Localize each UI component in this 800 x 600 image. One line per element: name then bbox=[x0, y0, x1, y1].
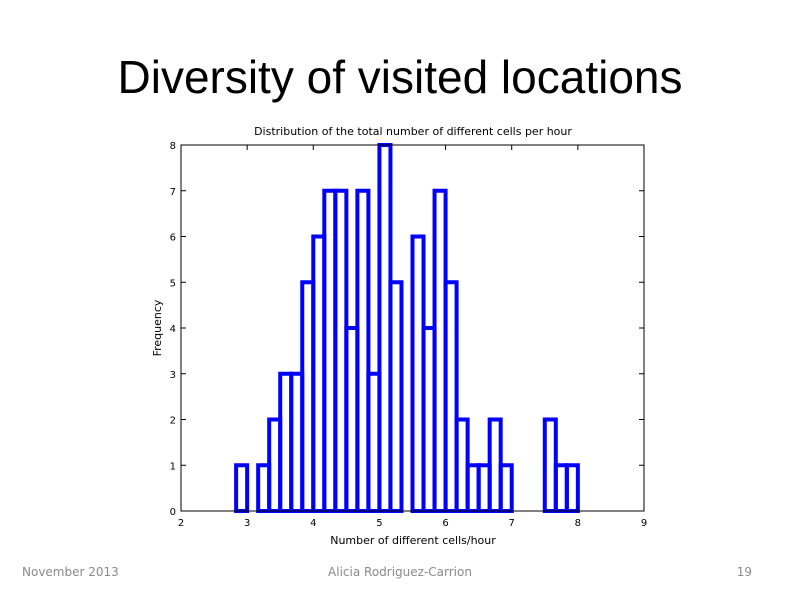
y-tick-label: 8 bbox=[170, 141, 176, 152]
x-tick-label: 6 bbox=[442, 518, 448, 529]
y-tick-label: 3 bbox=[170, 370, 176, 381]
x-tick-label: 4 bbox=[310, 518, 316, 529]
x-axis-label: Number of different cells/hour bbox=[330, 534, 496, 547]
y-tick-label: 0 bbox=[170, 507, 176, 518]
x-tick-label: 7 bbox=[509, 518, 515, 529]
y-tick-label: 5 bbox=[170, 278, 176, 289]
axis-ticks: 2 3 4 5 6 7 8 9 0 1 2 3 4 5 6 7 8 bbox=[170, 141, 648, 529]
histogram-bars bbox=[234, 143, 580, 513]
x-tick-label: 9 bbox=[641, 518, 647, 529]
y-tick-label: 1 bbox=[170, 461, 176, 472]
y-tick-label: 2 bbox=[170, 416, 176, 427]
x-tick-label: 8 bbox=[575, 518, 581, 529]
histogram-bar bbox=[234, 463, 250, 513]
y-tick-label: 7 bbox=[170, 187, 176, 198]
y-axis-label: Frequency bbox=[151, 299, 164, 356]
slide-title: Diversity of visited locations bbox=[117, 51, 683, 103]
chart-title: Distribution of the total number of diff… bbox=[254, 125, 572, 138]
x-tick-label: 3 bbox=[244, 518, 250, 529]
page-number: 19 bbox=[736, 565, 752, 579]
x-tick-label: 5 bbox=[376, 518, 382, 529]
footer-author: Alicia Rodriguez-Carrion bbox=[328, 565, 472, 579]
histogram-bar bbox=[388, 280, 404, 513]
y-tick-label: 6 bbox=[170, 233, 176, 244]
y-tick-label: 4 bbox=[170, 324, 176, 335]
footer-date: November 2013 bbox=[22, 565, 119, 579]
histogram-bar bbox=[564, 463, 580, 513]
x-tick-label: 2 bbox=[178, 518, 184, 529]
histogram-bar bbox=[498, 463, 514, 513]
